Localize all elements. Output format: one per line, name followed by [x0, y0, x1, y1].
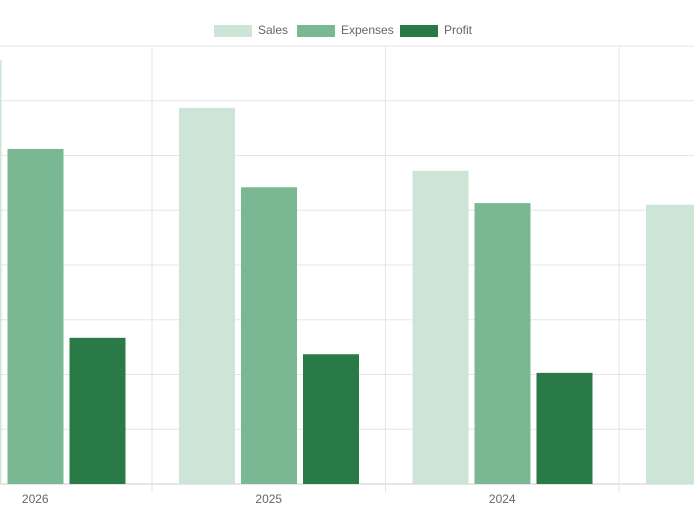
- bar: [0, 60, 2, 485]
- legend-label: Profit: [444, 23, 473, 37]
- x-tick-label: 2026: [22, 492, 49, 506]
- bar: [179, 107, 235, 485]
- bar: [241, 187, 297, 484]
- legend-label: Expenses: [341, 23, 394, 37]
- legend-swatch: [297, 25, 335, 37]
- x-tick-label: 2024: [489, 492, 516, 506]
- legend-swatch: [400, 25, 438, 37]
- bar: [303, 354, 359, 484]
- legend-swatch: [214, 25, 252, 37]
- bar: [646, 204, 694, 484]
- bar: [69, 337, 126, 484]
- bar: [412, 170, 469, 484]
- bar: [7, 148, 64, 484]
- x-tick-label: 2025: [255, 492, 282, 506]
- legend-label: Sales: [258, 23, 288, 37]
- bar: [474, 203, 531, 484]
- bar: [536, 372, 593, 484]
